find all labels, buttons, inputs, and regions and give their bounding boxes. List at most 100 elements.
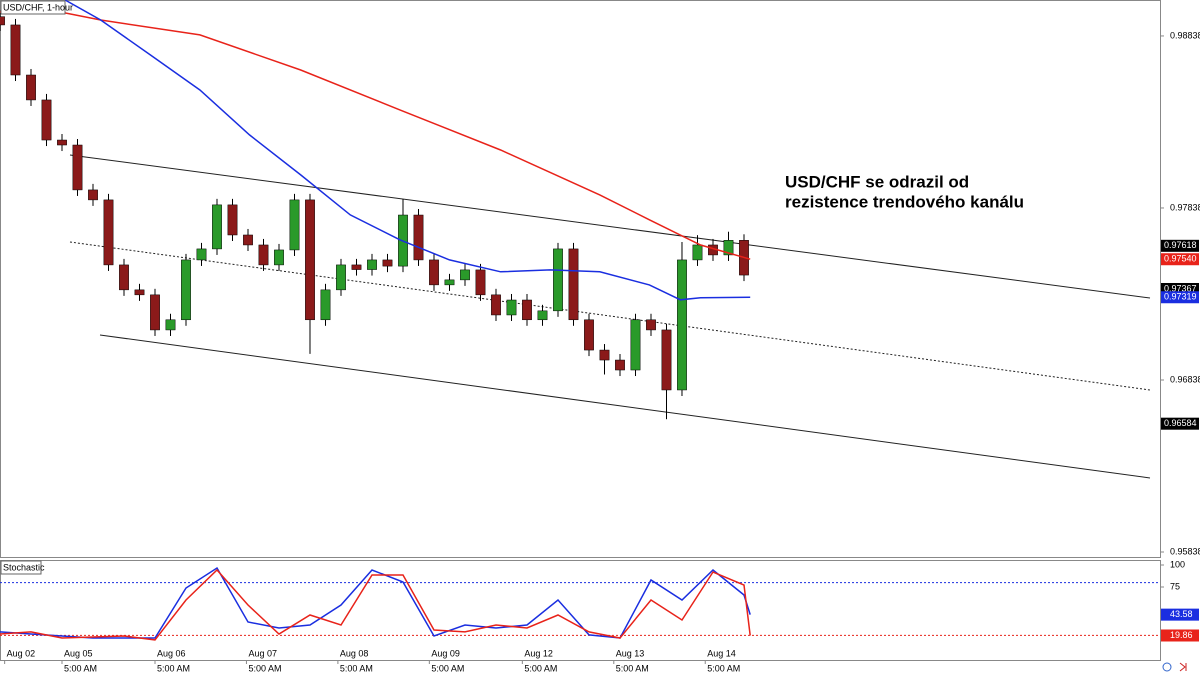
y-tick-label: 0.97838: [1170, 202, 1200, 212]
x-tick-label: Aug 13: [616, 648, 645, 658]
title-box: [0, 0, 66, 15]
price-label-box: [1161, 239, 1199, 252]
x-tick-time: 5:00 AM: [64, 663, 97, 673]
candle-body: [692, 244, 703, 261]
x-tick-time: 5:00 AM: [707, 663, 740, 673]
price-label: 0.97540: [1164, 254, 1197, 264]
candle-body: [351, 264, 362, 270]
candle-body: [227, 204, 238, 236]
candle-body: [212, 204, 222, 250]
value-label-box: [1161, 608, 1199, 621]
candle-body: [336, 264, 346, 291]
icon[interactable]: [1179, 662, 1187, 672]
y-tick-label: 0.98838: [1170, 30, 1200, 40]
candle-body: [475, 269, 486, 296]
pane-title: Stochastic: [3, 562, 45, 572]
x-tick-time: 5:00 AM: [340, 663, 373, 673]
candle-body: [568, 248, 579, 321]
candle-body: [553, 248, 563, 312]
candle-body: [10, 24, 21, 76]
candle-body: [72, 144, 83, 191]
candle-body: [41, 99, 52, 141]
x-tick-label: Aug 06: [157, 648, 186, 658]
value-label-box: [1161, 629, 1199, 642]
y-tick-label: 75: [1170, 581, 1180, 591]
x-tick-time: 5:00 AM: [524, 663, 557, 673]
candle-body: [165, 319, 176, 331]
x-tick-time: 5:00 AM: [157, 663, 190, 673]
candle-body: [88, 189, 98, 201]
candle-body: [723, 240, 734, 256]
line: [0, 566, 751, 639]
candle-body: [150, 294, 160, 331]
candle-body: [243, 234, 253, 246]
stochastic-pane: [0, 560, 1161, 661]
y-tick-label: 0.96838: [1170, 374, 1200, 384]
y-tick-label: 100: [1170, 559, 1185, 569]
price-label-box: [1161, 291, 1199, 304]
x-tick-label: Aug 14: [707, 648, 736, 658]
price-label-box: [1161, 417, 1199, 430]
candle-body: [320, 289, 331, 321]
price-label: 0.97618: [1164, 240, 1197, 250]
channel-upper: [69, 154, 1151, 299]
candle-body: [305, 199, 315, 321]
candle-body: [134, 289, 145, 296]
main-pane: [0, 0, 1161, 558]
price-label: 0.96584: [1164, 418, 1197, 428]
candle-body: [522, 299, 532, 321]
price-label: 0.97367: [1164, 283, 1197, 293]
line: [0, 568, 751, 641]
candle-body: [26, 74, 36, 101]
value-label: 43.58: [1170, 609, 1193, 619]
candle-body: [646, 319, 656, 331]
title-box: [0, 560, 42, 575]
x-tick-time: 5:00 AM: [248, 663, 281, 673]
price-label-box: [1161, 253, 1199, 266]
candle-body: [367, 259, 377, 270]
x-tick-label: Aug 02: [7, 648, 36, 658]
x-tick-time: 5:00 AM: [616, 663, 649, 673]
candle-body: [274, 249, 284, 266]
annotation: rezistence trendového kanálu: [785, 192, 1024, 211]
channel-lower: [99, 334, 1151, 479]
annotation: USD/CHF se odrazil od: [785, 172, 969, 191]
line: [64, 0, 751, 301]
candle-body: [661, 329, 672, 391]
candle-body: [119, 264, 129, 291]
price-label: 0.97319: [1164, 292, 1197, 302]
x-tick-label: Aug 12: [524, 648, 553, 658]
candle-body: [677, 259, 687, 391]
candle-body: [506, 299, 517, 316]
value-label: 19.86: [1170, 630, 1193, 640]
x-tick-label: Aug 07: [248, 648, 277, 658]
chart-title: USD/CHF, 1-hour: [3, 2, 73, 12]
x-tick-label: Aug 08: [340, 648, 369, 658]
candle-body: [537, 310, 548, 321]
candle-body: [103, 199, 114, 266]
candle-body: [181, 259, 191, 321]
toolbar-icons[interactable]: [1162, 662, 1187, 672]
candle-body: [57, 139, 67, 146]
candle-body: [491, 294, 501, 316]
marks: [0, 0, 1160, 641]
candle-body: [630, 319, 641, 371]
icon[interactable]: [1162, 662, 1172, 672]
candle-body: [429, 259, 439, 286]
candle-body: [413, 214, 424, 261]
candle-body: [615, 359, 625, 371]
x-tick-label: Aug 05: [64, 648, 93, 658]
candle-body: [460, 269, 470, 281]
channel-middle: [69, 241, 1151, 391]
x-tick-time: 5:00 AM: [431, 663, 464, 673]
candle-body: [196, 248, 207, 261]
candle-body: [444, 279, 455, 286]
candle-body: [0, 16, 5, 26]
line: [0, 11, 751, 260]
candle-body: [258, 244, 269, 266]
y-tick-label: 0.95838: [1170, 546, 1200, 556]
candle-body: [289, 199, 300, 251]
